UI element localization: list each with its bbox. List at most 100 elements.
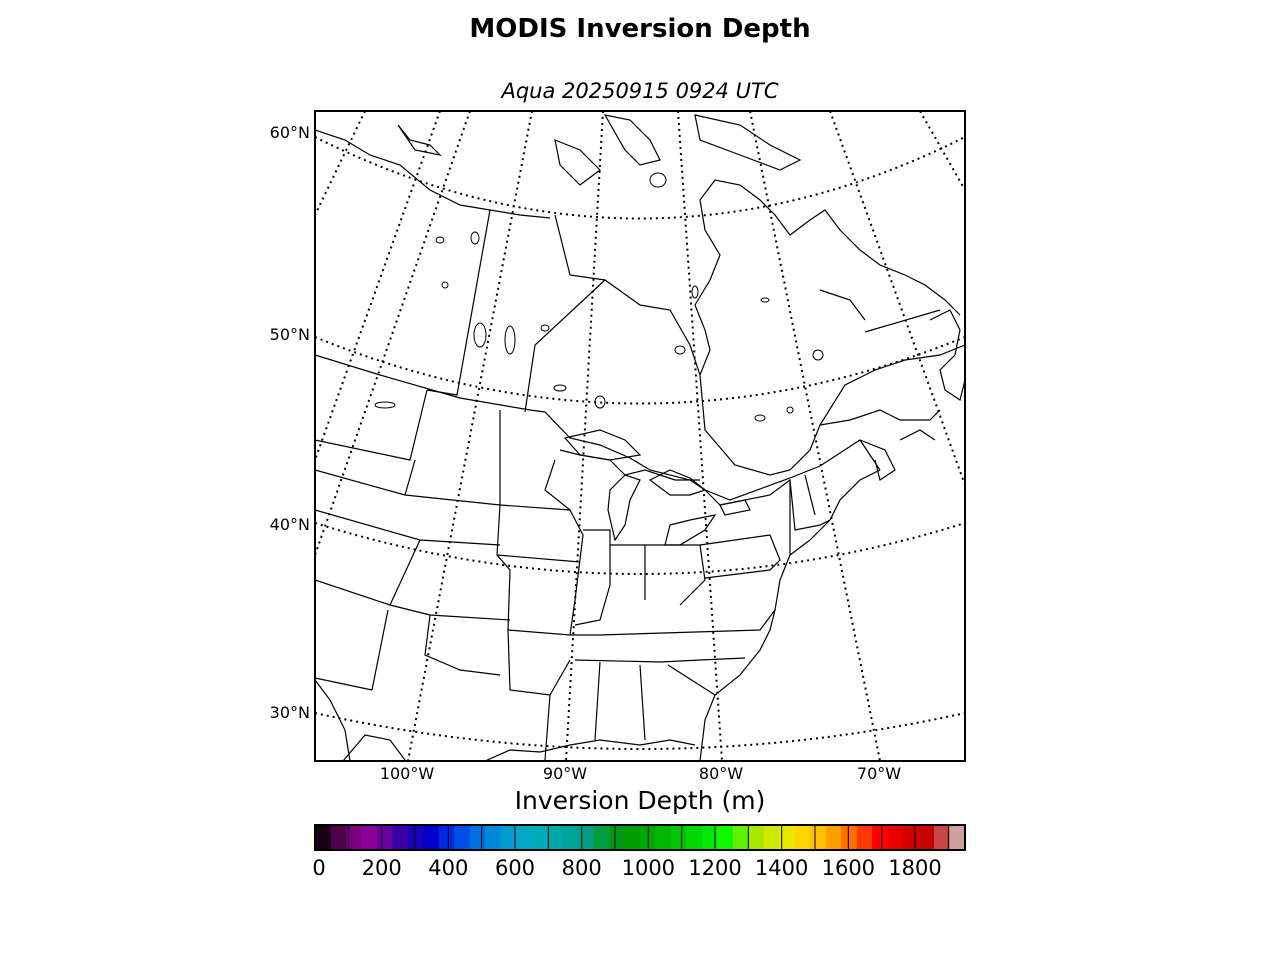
colorbar-swatch — [670, 825, 688, 850]
colorbar-swatch — [438, 825, 455, 850]
meridian-130w — [315, 111, 366, 216]
colorbar-swatch — [454, 825, 471, 850]
colorbar-swatch — [887, 825, 904, 850]
colorbar-swatch — [794, 825, 811, 850]
colorbar-swatch — [609, 825, 626, 850]
lat-label-50n: 50°N — [269, 325, 310, 344]
colorbar-swatch — [376, 825, 393, 850]
colorbar-frame — [314, 824, 966, 851]
colorbar-swatch — [841, 825, 858, 850]
meridian-100w — [407, 111, 533, 761]
lon-label-70w: 70°W — [856, 764, 902, 783]
colorbar-swatch — [345, 825, 363, 850]
colorbar-swatch — [872, 825, 889, 850]
hudson-bay-east-coast — [694, 179, 961, 376]
meridian-90w — [565, 111, 604, 761]
colorbar-swatch — [361, 825, 378, 850]
colorbar-swatch — [949, 825, 966, 850]
gulf-st-lawrence — [819, 409, 941, 481]
colorbar-swatch — [330, 825, 347, 850]
colorbar-swatch — [562, 825, 579, 850]
lat-label-30n: 30°N — [269, 703, 310, 722]
figure-title: MODIS Inversion Depth — [469, 14, 811, 44]
lat-label-60n: 60°N — [269, 123, 310, 142]
meridian-80w — [677, 111, 723, 761]
newfoundland — [929, 309, 965, 401]
colorbar — [314, 824, 966, 851]
parallel-30n — [315, 712, 965, 750]
us-states-southeast — [574, 534, 781, 741]
canada-us-border — [315, 354, 881, 501]
mexico-coast — [342, 734, 406, 761]
colorbar-tick-label: 600 — [494, 856, 536, 880]
west-canada-provinces — [315, 209, 606, 461]
parallel-50n — [315, 336, 965, 405]
arctic-coast — [315, 129, 551, 219]
colorbar-tick-label: 200 — [361, 856, 402, 880]
colorbar-tick-label: 1600 — [821, 856, 876, 880]
colorbar-swatch — [934, 825, 951, 850]
meridian-120w — [315, 111, 441, 461]
meridian-50w — [919, 111, 965, 191]
us-states-midwest — [544, 449, 706, 626]
colorbar-swatch — [485, 825, 502, 850]
hudson-bay-coast — [554, 214, 965, 476]
colorbar-swatch — [423, 825, 440, 850]
colorbar-tick-label: 1000 — [621, 856, 676, 880]
colorbar-swatch — [903, 825, 920, 850]
colorbar-label: Inversion Depth (m) — [514, 786, 766, 815]
colorbar-swatch — [392, 825, 409, 850]
graticule-parallels — [315, 136, 965, 750]
arctic-islands — [397, 114, 802, 186]
parallel-60n — [315, 136, 965, 220]
colorbar-swatch — [531, 825, 548, 850]
colorbar-swatch — [500, 825, 517, 850]
labrador-border — [819, 289, 941, 333]
colorbar-tick-label: 1800 — [888, 856, 942, 880]
colorbar-tick-label: 800 — [561, 856, 602, 880]
inland-lakes — [374, 172, 824, 422]
gulf-coast — [315, 679, 696, 761]
colorbar-swatch — [593, 825, 610, 850]
colorbar-swatch — [779, 825, 796, 850]
colorbar-swatch — [686, 825, 703, 850]
us-east-coast — [699, 469, 881, 761]
colorbar-swatch — [748, 825, 765, 850]
meridian-110w — [315, 111, 471, 556]
map-frame — [314, 110, 966, 762]
colorbar-tick-label: 1400 — [754, 856, 809, 880]
colorbar-swatch — [701, 825, 718, 850]
parallel-40n — [315, 522, 965, 575]
lon-label-80w: 80°W — [698, 764, 744, 783]
us-states-northeast — [704, 474, 831, 555]
lon-label-100w: 100°W — [379, 764, 435, 783]
coastlines-boundaries — [315, 114, 965, 761]
lon-label-90w: 90°W — [542, 764, 588, 783]
colorbar-swatch — [825, 825, 842, 850]
colorbar-swatch — [315, 825, 332, 850]
colorbar-swatch — [732, 825, 749, 850]
colorbar-swatch — [918, 825, 935, 850]
colorbar-swatch — [763, 825, 780, 850]
graticule-meridians — [315, 111, 965, 761]
colorbar-tick-label: 0 — [312, 856, 326, 880]
colorbar-swatch — [578, 825, 595, 850]
lat-label-40n: 40°N — [269, 515, 310, 534]
colorbar-swatch — [810, 825, 827, 850]
great-lakes — [563, 429, 751, 546]
colorbar-swatch — [624, 825, 641, 850]
us-states-west — [315, 410, 571, 691]
colorbar-swatch — [516, 825, 533, 850]
colorbar-swatch — [655, 825, 672, 850]
colorbar-swatch — [856, 825, 873, 850]
colorbar-swatch — [469, 825, 486, 850]
colorbar-tick-label: 1200 — [688, 856, 742, 880]
colorbar-swatch — [407, 825, 424, 850]
us-states-central — [496, 504, 776, 761]
figure-subtitle: Aqua 20250915 0924 UTC — [501, 79, 779, 103]
colorbar-swatch — [547, 825, 564, 850]
meridian-60w — [829, 111, 965, 486]
colorbar-swatch — [717, 825, 734, 850]
colorbar-tick-label: 400 — [428, 856, 469, 880]
